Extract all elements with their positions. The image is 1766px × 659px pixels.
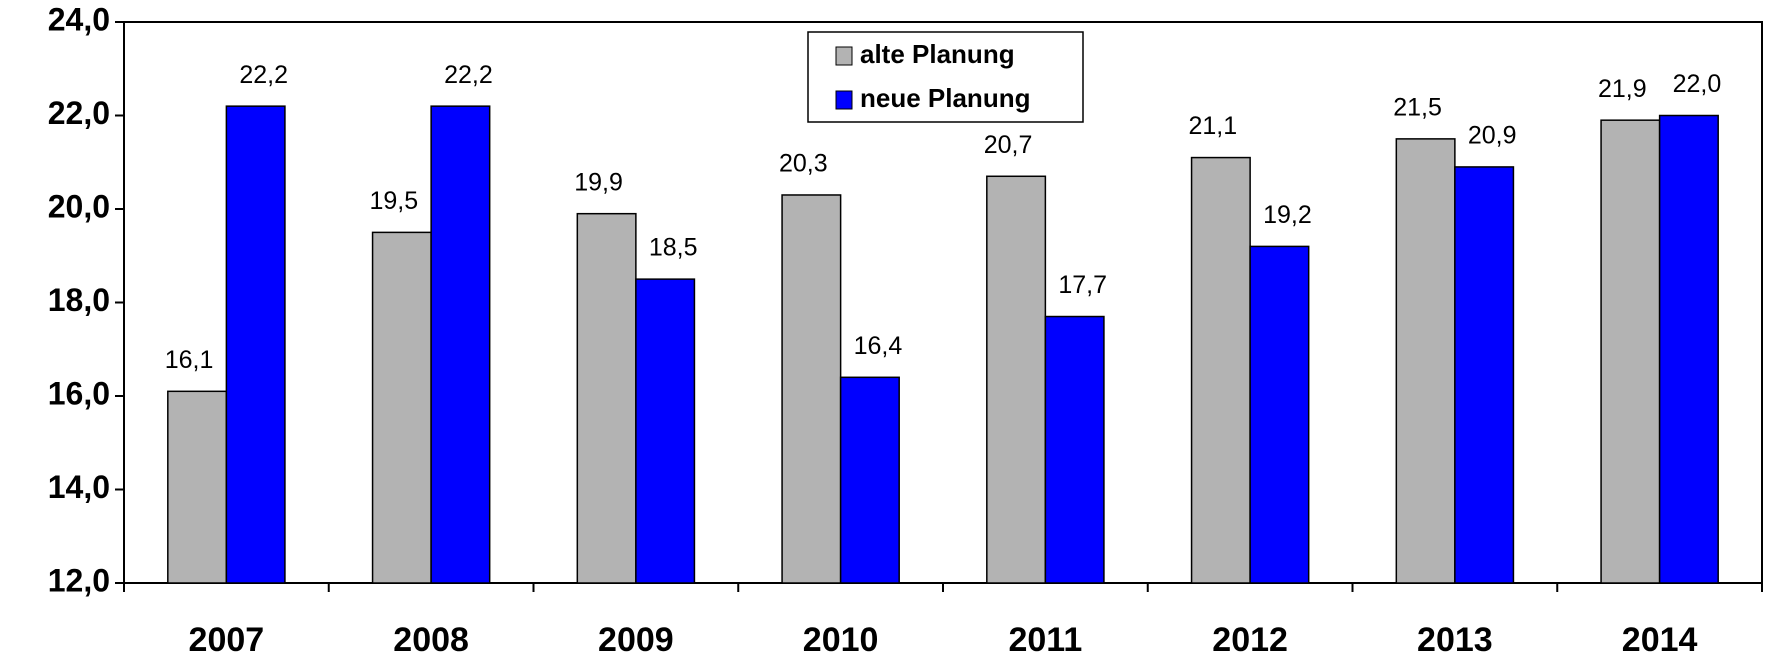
y-tick-label: 18,0	[48, 282, 110, 318]
x-tick-label: 2012	[1212, 621, 1288, 659]
value-label: 22,2	[239, 61, 288, 89]
bar	[1249, 245, 1310, 584]
bar	[225, 105, 286, 584]
bar	[781, 194, 842, 584]
legend-swatch	[835, 90, 853, 110]
value-label: 19,9	[574, 168, 623, 196]
bar	[986, 175, 1047, 584]
legend-label: alte Planung	[860, 39, 1015, 69]
value-label: 19,2	[1263, 201, 1312, 229]
bar	[839, 376, 900, 584]
value-label: 17,7	[1058, 271, 1107, 299]
bar	[430, 105, 491, 584]
bar	[1658, 114, 1719, 584]
value-label: 19,5	[370, 187, 419, 215]
x-tick-label: 2011	[1008, 621, 1082, 659]
bar	[1454, 166, 1515, 584]
value-label: 16,1	[165, 346, 214, 374]
bar	[1190, 156, 1251, 584]
x-tick-label: 2008	[393, 621, 469, 659]
x-tick-label: 2014	[1622, 621, 1698, 659]
y-tick-label: 12,0	[48, 562, 110, 598]
legend-box	[807, 31, 1084, 123]
bar	[167, 390, 228, 584]
legend-swatch	[835, 46, 853, 66]
value-label: 22,0	[1673, 70, 1722, 98]
x-tick-label: 2009	[598, 621, 674, 659]
bar	[1044, 315, 1105, 584]
x-tick-label: 2010	[803, 621, 879, 659]
bar	[635, 278, 696, 584]
y-tick-label: 20,0	[48, 188, 110, 224]
value-label: 22,2	[444, 61, 493, 89]
value-label: 18,5	[649, 234, 698, 262]
value-label: 20,9	[1468, 122, 1517, 150]
y-tick-label: 24,0	[48, 1, 110, 37]
value-label: 21,5	[1393, 93, 1442, 121]
bar	[371, 231, 432, 584]
y-tick-label: 22,0	[48, 95, 110, 131]
x-tick-label: 2007	[189, 621, 265, 659]
value-label: 20,7	[984, 131, 1033, 159]
value-label: 21,1	[1189, 112, 1238, 140]
bar	[1395, 138, 1456, 584]
value-label: 21,9	[1598, 75, 1647, 103]
bar	[1600, 119, 1661, 584]
y-tick-label: 14,0	[48, 469, 110, 505]
x-tick-label: 2013	[1417, 621, 1493, 659]
value-label: 20,3	[779, 150, 828, 178]
y-tick-label: 16,0	[48, 375, 110, 411]
value-label: 16,4	[854, 332, 903, 360]
legend-label: neue Planung	[860, 83, 1030, 113]
bar	[576, 212, 637, 584]
